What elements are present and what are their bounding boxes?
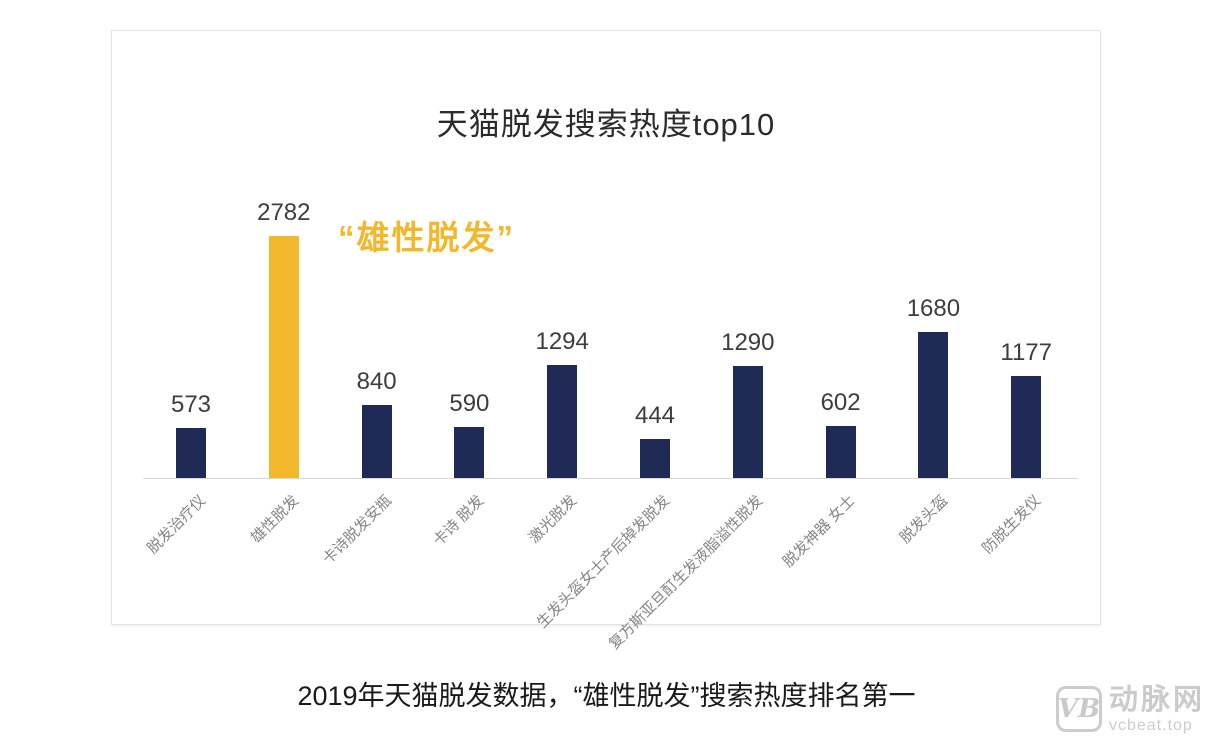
x-axis-label: 卡诗脱发安瓶 xyxy=(319,492,395,568)
watermark-brand: 动脉网 xyxy=(1108,684,1205,716)
watermark-domain: vcbeat.top xyxy=(1108,717,1193,734)
highlight-annotation: “雄性脱发” xyxy=(338,219,515,256)
x-axis-label: 卡诗 脱发 xyxy=(430,492,488,550)
x-axis-label: 复方斯亚旦酊生发液脂溢性脱发 xyxy=(605,492,766,653)
bar-value-label: 1294 xyxy=(535,328,589,355)
x-axis-label: 激光脱发 xyxy=(525,492,581,547)
watermark: VB 动脉网 vcbeat.top xyxy=(1055,684,1205,734)
x-axis-label: 脱发神器 女士 xyxy=(780,492,859,571)
bar-value-label: 840 xyxy=(356,368,397,395)
x-axis-line xyxy=(143,478,1078,479)
bar xyxy=(825,426,856,478)
bar xyxy=(918,332,949,478)
bar xyxy=(268,236,299,478)
bar-value-label: 1680 xyxy=(906,295,961,322)
plot-area: 573 脱发治疗仪 2782 雄性脱发 840 卡诗脱发安瓶 590 卡诗 脱发 1294 激光脱… xyxy=(112,31,1100,653)
bar-value-label: 573 xyxy=(170,391,212,418)
bar xyxy=(361,405,392,478)
vcbeat-logo-icon: VB xyxy=(1055,686,1102,732)
bar-value-label: 602 xyxy=(820,389,861,416)
x-axis-label: 雄性脱发 xyxy=(247,492,302,547)
x-axis-label: 防脱生发仪 xyxy=(979,492,1045,558)
x-axis-label: 脱发治疗仪 xyxy=(144,492,210,558)
bar-value-label: 1290 xyxy=(721,329,775,356)
bar xyxy=(640,439,670,478)
chart-title: 天猫脱发搜索热度top10 xyxy=(436,107,776,142)
bar-value-label: 444 xyxy=(634,402,676,429)
bar xyxy=(176,428,206,478)
bar-value-label: 1177 xyxy=(1000,339,1052,366)
bar xyxy=(454,427,485,478)
bar-value-label: 590 xyxy=(449,390,490,417)
bar xyxy=(732,366,763,478)
x-axis-label: 脱发头盔 xyxy=(897,492,952,547)
chart-caption: 2019年天猫脱发数据，“雄性脱发”搜索热度排名第一 xyxy=(297,681,916,711)
bar xyxy=(547,365,578,478)
bar-value-label: 2782 xyxy=(257,199,311,226)
chart-card: 天猫脱发搜索热度top10 “雄性脱发” 573 脱发治疗仪 2782 雄性脱发 840… xyxy=(111,30,1101,653)
bar xyxy=(1011,376,1042,478)
